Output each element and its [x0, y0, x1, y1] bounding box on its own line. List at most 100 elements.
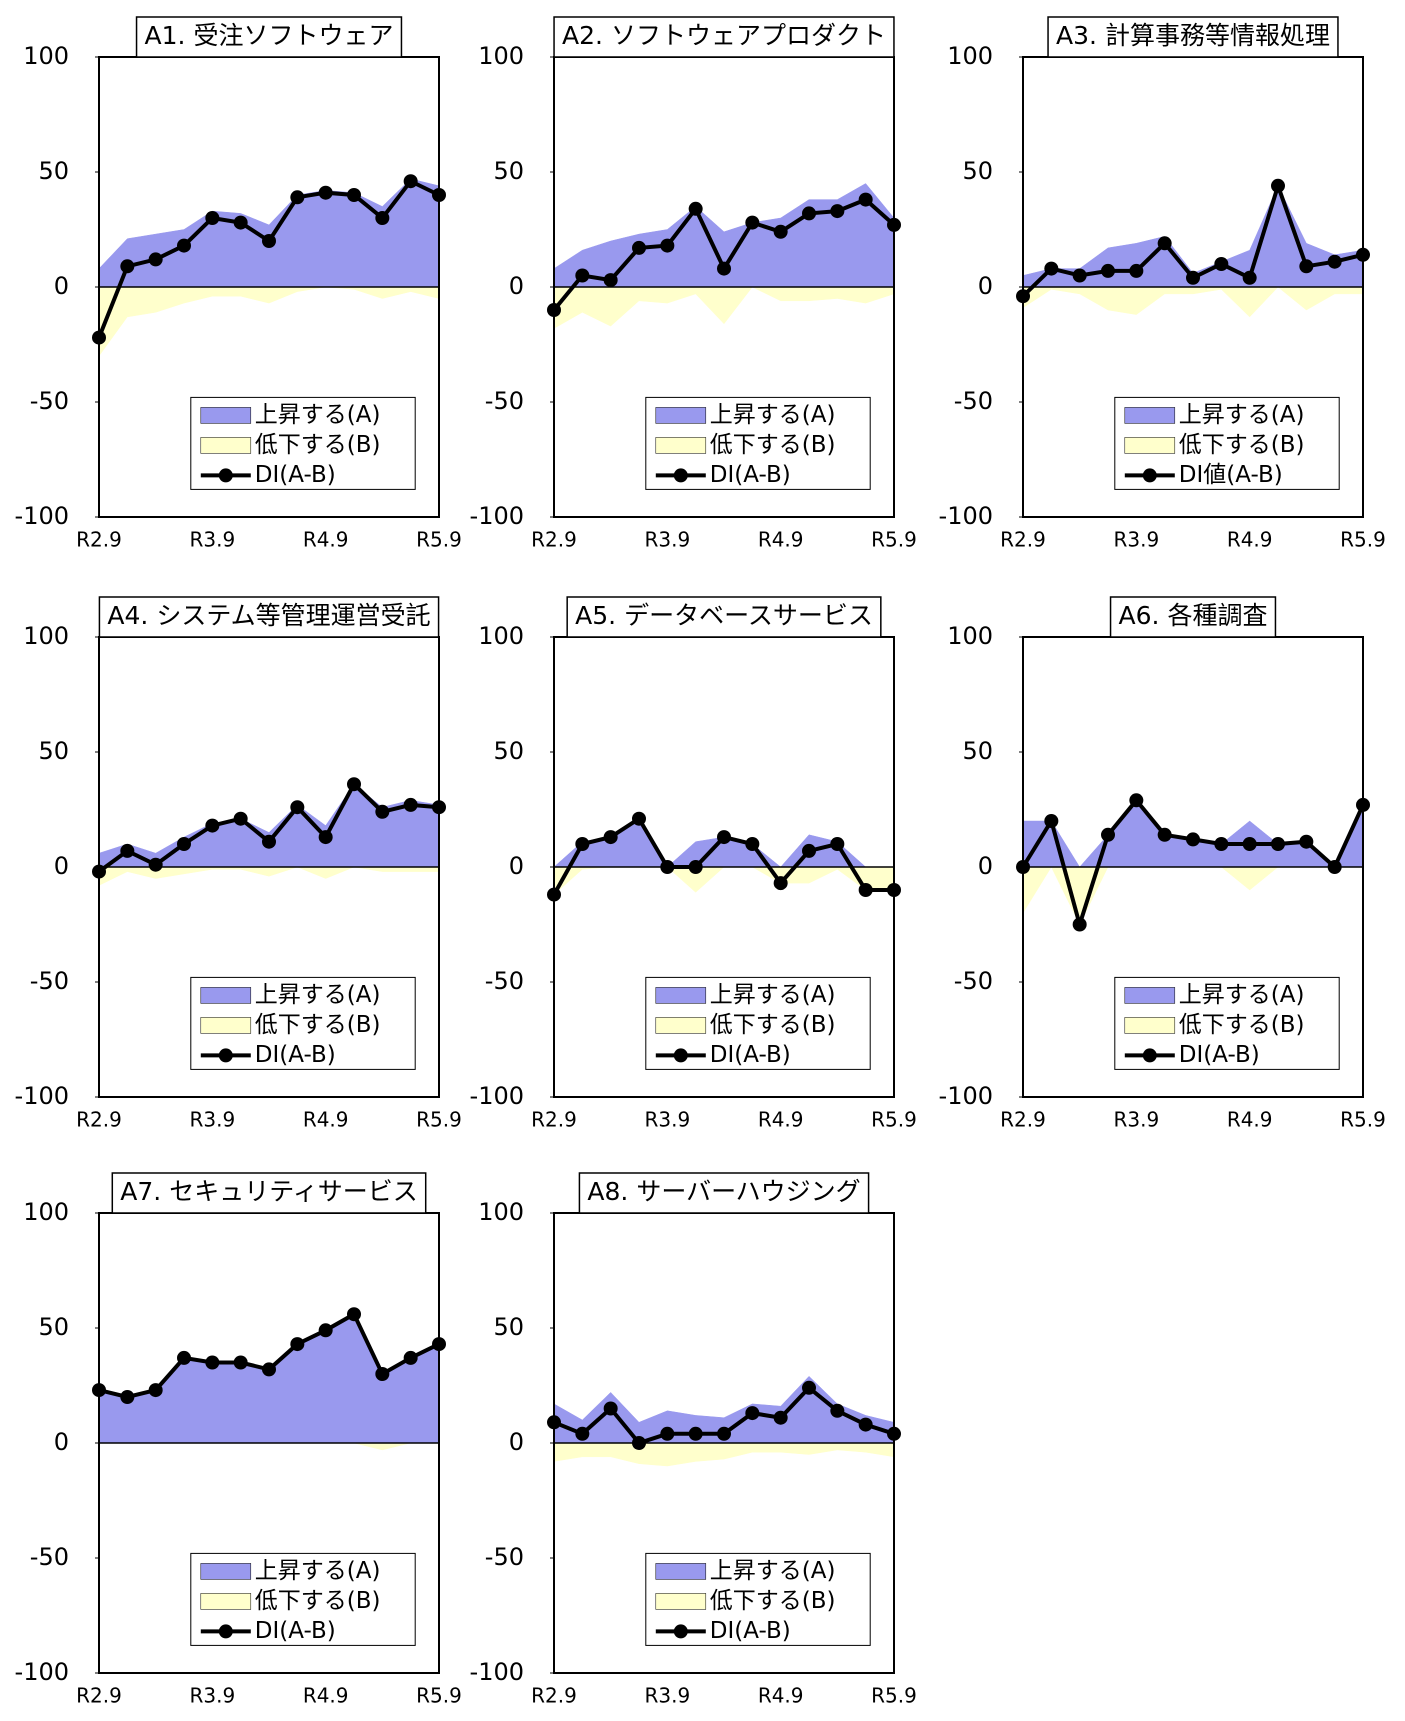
- legend-label: 低下する(B): [710, 1588, 836, 1614]
- legend-swatch: [673, 1048, 688, 1063]
- legend-label: 上昇する(A): [255, 982, 381, 1008]
- legend-swatch: [200, 1563, 252, 1580]
- title-box: [566, 596, 882, 638]
- x-tick-label: R5.9: [1340, 528, 1386, 552]
- x-tick-label: R3.9: [644, 1684, 690, 1708]
- y-tick-label: -100: [470, 502, 524, 530]
- x-tick-label: R3.9: [189, 528, 235, 552]
- y-tick-label: 100: [478, 622, 524, 650]
- di-marker: [688, 1426, 703, 1441]
- x-tick-label: R2.9: [76, 1684, 122, 1708]
- di-marker: [233, 1355, 248, 1370]
- di-marker: [632, 1436, 646, 1450]
- di-marker: [660, 1426, 675, 1441]
- di-marker: [1186, 832, 1200, 847]
- di-marker: [318, 185, 333, 200]
- legend-label: 上昇する(A): [710, 402, 836, 428]
- di-marker: [745, 215, 760, 230]
- legend-label: DI(A-B): [255, 1618, 336, 1644]
- di-marker: [403, 1350, 418, 1365]
- di-marker: [1271, 837, 1285, 851]
- legend-swatch: [218, 1048, 233, 1063]
- di-marker: [347, 188, 361, 202]
- di-marker: [148, 1383, 163, 1398]
- title-box: [111, 1172, 427, 1214]
- di-marker: [1072, 917, 1087, 932]
- x-tick-label: R3.9: [644, 1108, 690, 1132]
- x-tick-label: R2.9: [1000, 1108, 1046, 1132]
- legend-label: 低下する(B): [255, 1012, 381, 1038]
- chart-title: A2. ソフトウェアプロダクト: [562, 21, 886, 50]
- di-marker: [318, 1323, 333, 1338]
- y-tick-label: 50: [38, 1313, 69, 1341]
- di-marker: [1101, 827, 1115, 842]
- y-tick-label: 50: [38, 737, 69, 765]
- di-marker: [403, 174, 418, 189]
- di-marker: [1327, 254, 1342, 269]
- di-marker: [773, 1410, 788, 1425]
- x-tick-label: R4.9: [758, 1108, 804, 1132]
- y-tick-label: 0: [978, 272, 993, 300]
- legend-label: 低下する(B): [1179, 432, 1305, 458]
- y-tick-label: 50: [962, 737, 993, 765]
- di-marker: [177, 238, 191, 253]
- legend-label: 低下する(B): [255, 1588, 381, 1614]
- legend-swatch: [200, 1017, 252, 1034]
- di-marker: [1129, 263, 1144, 278]
- area: [98, 866, 440, 886]
- y-tick-label: 100: [23, 622, 69, 650]
- legend-swatch: [200, 987, 252, 1004]
- di-marker: [1214, 257, 1229, 271]
- di-marker: [830, 204, 845, 219]
- area: [1022, 286, 1364, 318]
- legend-swatch: [1124, 437, 1176, 454]
- area: [1022, 185, 1364, 288]
- di-marker: [717, 1426, 731, 1441]
- di-marker: [1186, 270, 1200, 285]
- y-tick-label: 100: [947, 622, 993, 650]
- legend-swatch: [1124, 407, 1176, 424]
- di-marker: [148, 252, 163, 267]
- x-tick-label: R4.9: [1227, 1108, 1273, 1132]
- di-marker: [802, 206, 816, 221]
- di-marker: [290, 1337, 305, 1352]
- di-marker: [1129, 793, 1144, 808]
- di-marker: [773, 876, 788, 891]
- di-marker: [318, 830, 333, 845]
- di-marker: [403, 797, 418, 812]
- x-tick-label: R2.9: [1000, 528, 1046, 552]
- di-marker: [120, 1390, 135, 1404]
- chart-title: A3. 計算事務等情報処理: [1056, 21, 1330, 50]
- legend-label: DI(A-B): [255, 1042, 336, 1068]
- x-tick-label: R4.9: [303, 1684, 349, 1708]
- y-tick-label: 100: [947, 42, 993, 70]
- y-tick-label: 100: [23, 1198, 69, 1226]
- di-marker: [1214, 837, 1229, 851]
- x-tick-label: R2.9: [76, 1108, 122, 1132]
- y-tick-label: -100: [470, 1658, 524, 1686]
- legend-swatch: [655, 987, 707, 1004]
- di-marker: [858, 192, 873, 207]
- y-tick-label: -100: [939, 1082, 993, 1110]
- chart: -100 -50 0 50 100 R2.9 R3.9 R4.9 R5.9 A6. 各種調査上昇す…: [939, 596, 1386, 1132]
- di-marker: [802, 1380, 816, 1395]
- di-marker: [262, 234, 276, 248]
- di-marker: [1157, 236, 1172, 251]
- di-marker: [688, 860, 703, 874]
- di-marker: [575, 268, 590, 283]
- x-tick-label: R3.9: [1113, 1108, 1159, 1132]
- y-tick-label: -100: [15, 1658, 69, 1686]
- y-tick-label: 0: [509, 272, 524, 300]
- chart: -100 -50 0 50 100 R2.9 R3.9 R4.9 R5.9 A5. データベースサ…: [470, 596, 917, 1132]
- title-box: [578, 1172, 870, 1214]
- di-marker: [177, 1350, 191, 1365]
- y-tick-label: 50: [962, 157, 993, 185]
- di-marker: [1044, 261, 1059, 276]
- di-marker: [632, 240, 646, 255]
- x-tick-label: R4.9: [758, 528, 804, 552]
- di-marker: [1299, 259, 1314, 274]
- chart-title: A6. 各種調査: [1119, 601, 1268, 630]
- di-marker: [603, 1401, 618, 1416]
- di-marker: [575, 1426, 590, 1441]
- di-marker: [1242, 837, 1257, 851]
